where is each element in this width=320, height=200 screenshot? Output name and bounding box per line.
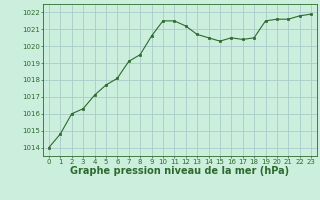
X-axis label: Graphe pression niveau de la mer (hPa): Graphe pression niveau de la mer (hPa) bbox=[70, 166, 290, 176]
